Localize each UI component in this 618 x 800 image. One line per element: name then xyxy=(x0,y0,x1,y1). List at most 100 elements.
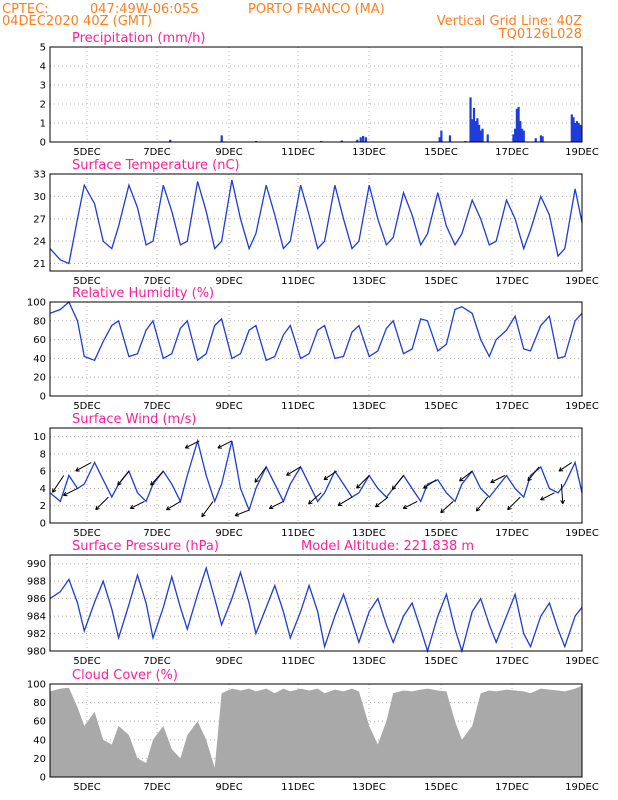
precipitation-bar xyxy=(577,123,580,142)
wind-arrow xyxy=(254,466,267,483)
wind-arrow xyxy=(184,440,200,449)
pressure-x-tick-label: 19DEC xyxy=(565,656,599,667)
wind-arrow xyxy=(217,440,233,449)
cloud-cover-frame xyxy=(49,683,583,778)
wind-arrow xyxy=(129,500,145,510)
wind-title: Surface Wind (m/s) xyxy=(72,412,196,427)
wind-arrow xyxy=(527,466,540,482)
precipitation-bar xyxy=(539,135,543,142)
pressure-line xyxy=(49,565,583,654)
humidity-y-tick-label: 100 xyxy=(27,298,46,309)
precipitation-bar xyxy=(356,139,359,142)
temperature-y-tick-label: 24 xyxy=(33,237,46,248)
model-altitude-label: Model Altitude: 221.838 m xyxy=(301,539,474,554)
pressure-frame xyxy=(49,554,583,652)
wind-arrow xyxy=(75,462,92,472)
precipitation-x-tick-label: 5DEC xyxy=(73,147,100,158)
wind-frame xyxy=(49,427,583,524)
wind-arrow xyxy=(308,492,322,505)
temperature-x-tick-label: 5DEC xyxy=(73,276,100,287)
pressure-x-tick-label: 11DEC xyxy=(281,656,315,667)
cloud-cover-x-tick-label: 5DEC xyxy=(73,782,100,793)
wind-y-tick-label: 10 xyxy=(33,432,46,443)
temperature-y-tick-label: 21 xyxy=(33,259,46,270)
wind-arrow xyxy=(423,479,437,489)
precipitation-bar xyxy=(340,140,343,142)
wind-arrow xyxy=(402,500,418,510)
pressure-y-tick-label: 982 xyxy=(27,629,46,640)
wind-panel: Surface Wind (m/s) 0 2 4 6 8 10 5DEC 7DEC 9DEC 11D… xyxy=(33,412,599,539)
precipitation-bar xyxy=(512,134,515,142)
wind-arrow xyxy=(337,496,353,506)
wind-y-tick-label: 0 xyxy=(40,519,46,530)
precipitation-bar xyxy=(486,134,489,142)
humidity-title: Relative Humidity (%) xyxy=(72,286,214,301)
wind-x-tick-label: 15DEC xyxy=(424,528,458,539)
cloud-cover-x-tick-label: 11DEC xyxy=(281,782,315,793)
wind-arrow xyxy=(201,501,214,518)
cloud-cover-panel: Cloud Cover (%) 0 20 40 60 80 100 5DEC 7DEC 9DEC 1… xyxy=(27,668,599,793)
pressure-x-tick-label: 13DEC xyxy=(352,656,386,667)
pressure-y-tick-label: 980 xyxy=(27,647,46,658)
cloud-cover-x-tick-label: 7DEC xyxy=(143,782,170,793)
wind-arrow xyxy=(165,500,181,511)
precipitation-title: Precipitation (mm/h) xyxy=(72,31,205,46)
precipitation-y-tick-label: 2 xyxy=(40,100,46,111)
pressure-x-tick-label: 9DEC xyxy=(215,656,242,667)
precipitation-x-tick-label: 13DEC xyxy=(352,147,386,158)
cloud-cover-y-tick-label: 20 xyxy=(33,754,46,765)
temperature-frame xyxy=(49,173,583,272)
precipitation-y-tick-label: 3 xyxy=(40,81,46,92)
wind-arrow xyxy=(558,462,572,472)
cloud-cover-area xyxy=(50,685,582,777)
precipitation-bar xyxy=(169,139,172,142)
precipitation-y-tick-label: 4 xyxy=(40,62,46,73)
precipitation-bar xyxy=(479,130,482,142)
wind-arrow xyxy=(95,496,109,511)
wind-arrow xyxy=(540,492,555,501)
precipitation-y-tick-label: 0 xyxy=(40,138,46,149)
humidity-y-tick-label: 60 xyxy=(33,335,46,346)
precipitation-x-tick-label: 7DEC xyxy=(143,147,170,158)
wind-arrow xyxy=(117,470,130,486)
pressure-y-tick-label: 984 xyxy=(27,612,46,623)
coordinates-label: 047:49W-06:05S xyxy=(90,2,198,17)
precipitation-bar xyxy=(440,130,443,142)
wind-arrow xyxy=(375,496,389,508)
wind-line xyxy=(49,438,583,512)
humidity-line xyxy=(49,300,583,362)
precipitation-bar xyxy=(520,128,524,142)
precipitation-bar xyxy=(469,97,472,142)
wind-x-tick-label: 13DEC xyxy=(352,528,386,539)
temperature-y-tick-label: 33 xyxy=(33,170,46,181)
cloud-cover-y-tick-label: 60 xyxy=(33,717,46,728)
temperature-panel: Surface Temperature (nC) 21 24 27 30 33 5DEC 7D… xyxy=(33,158,599,287)
wind-arrow xyxy=(507,496,521,511)
precipitation-bar xyxy=(541,136,544,142)
wind-x-tick-label: 5DEC xyxy=(73,528,100,539)
humidity-x-tick-label: 11DEC xyxy=(281,401,315,412)
precipitation-bar xyxy=(579,124,582,142)
wind-arrow xyxy=(234,509,250,517)
wind-x-tick-label: 19DEC xyxy=(565,528,599,539)
cloud-cover-x-tick-label: 15DEC xyxy=(424,782,458,793)
humidity-y-tick-label: 80 xyxy=(33,316,46,327)
wind-x-tick-label: 7DEC xyxy=(143,528,170,539)
humidity-x-tick-label: 15DEC xyxy=(424,401,458,412)
wind-arrow xyxy=(63,488,78,497)
precipitation-bar xyxy=(478,124,481,142)
precipitation-bar xyxy=(438,137,441,142)
precipitation-bar xyxy=(572,117,575,142)
humidity-y-tick-label: 40 xyxy=(33,354,46,365)
wind-arrow xyxy=(560,484,565,505)
wind-arrow xyxy=(323,470,337,481)
precipitation-bar xyxy=(476,118,479,142)
precipitation-bar xyxy=(574,123,577,142)
temperature-x-tick-label: 15DEC xyxy=(424,276,458,287)
pressure-y-tick-label: 986 xyxy=(27,594,46,605)
pressure-x-tick-label: 7DEC xyxy=(143,656,170,667)
precipitation-y-tick-label: 5 xyxy=(40,43,46,54)
wind-arrow xyxy=(52,475,65,493)
cloud-cover-y-tick-label: 100 xyxy=(27,680,46,691)
temperature-line xyxy=(49,179,583,265)
